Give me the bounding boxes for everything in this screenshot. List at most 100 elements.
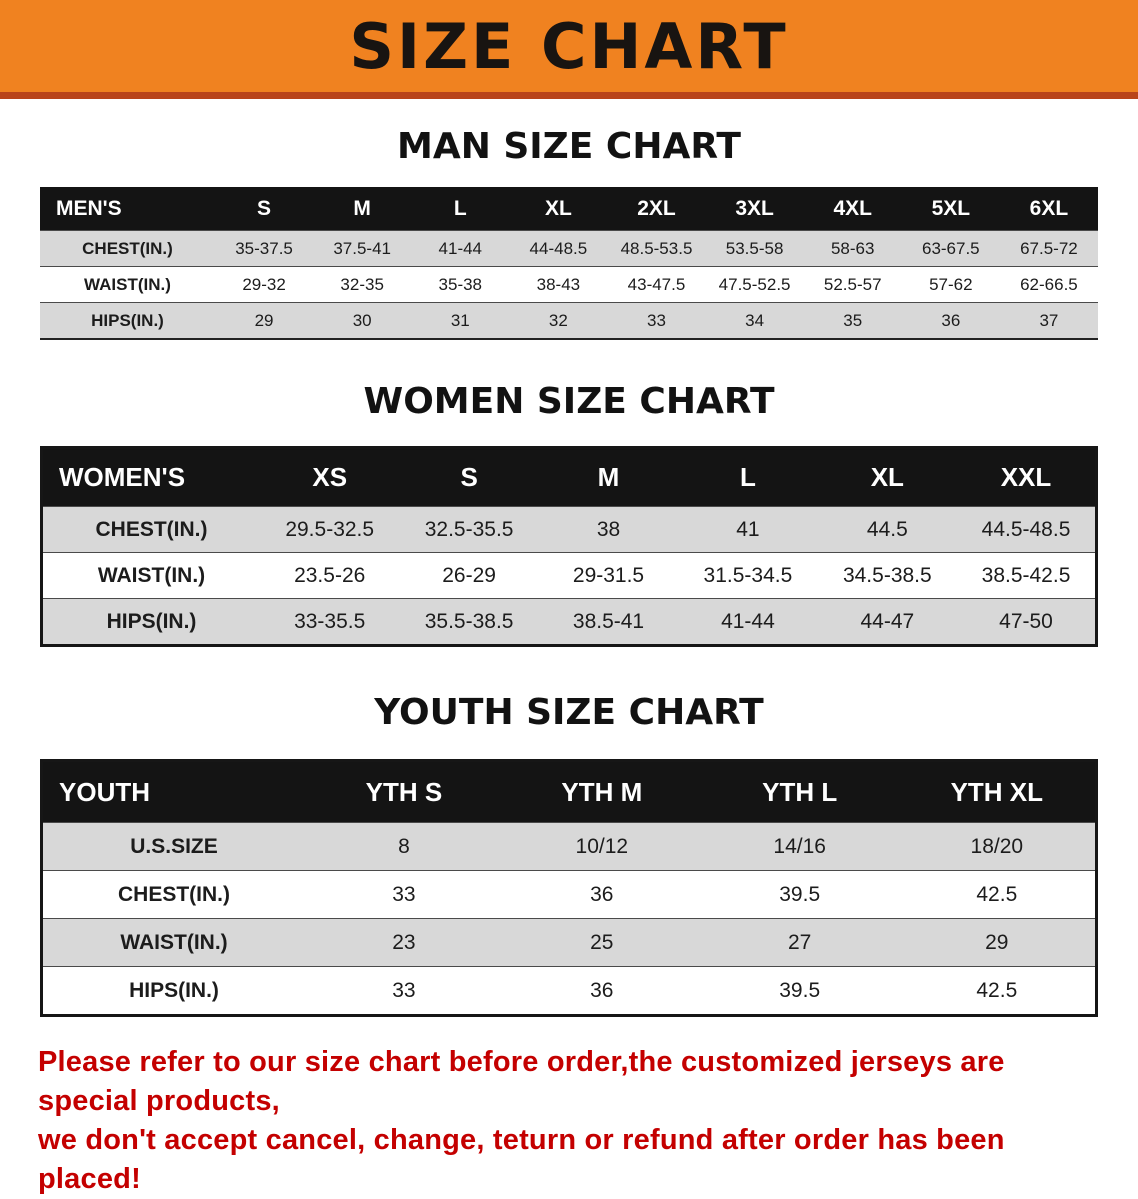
size-header-cell: 4XL <box>803 187 902 231</box>
value-cell: 36 <box>901 302 1000 339</box>
row-label-cell: WAIST(IN.) <box>41 918 305 967</box>
table-row: WAIST(IN.) 29-32 32-35 35-38 38-43 43-47.5 47.… <box>40 266 1098 303</box>
order-policy-line-2: we don't accept cancel, change, teturn o… <box>38 1124 1005 1195</box>
table-row: CHEST(IN.) 29.5-32.5 32.5-35.5 38 41 44.5 44.5… <box>41 506 1097 553</box>
size-header-cell: M <box>313 187 412 231</box>
value-cell: 41-44 <box>411 230 510 267</box>
value-cell: 67.5-72 <box>999 230 1098 267</box>
value-cell: 29 <box>215 302 314 339</box>
value-cell: 33-35.5 <box>260 598 400 646</box>
value-cell: 31 <box>411 302 510 339</box>
value-cell: 32.5-35.5 <box>399 506 539 553</box>
value-cell: 8 <box>305 822 503 871</box>
table-title-cell: YOUTH <box>41 760 305 823</box>
row-label-cell: CHEST(IN.) <box>40 230 215 267</box>
value-cell: 32 <box>509 302 608 339</box>
value-cell: 35-37.5 <box>215 230 314 267</box>
table-row: HIPS(IN.) 29 30 31 32 33 34 35 36 37 <box>40 302 1098 339</box>
size-header-cell: 3XL <box>705 187 804 231</box>
banner-title: SIZE CHART <box>349 9 789 83</box>
value-cell: 41-44 <box>678 598 818 646</box>
order-policy-line-1: Please refer to our size chart before or… <box>38 1046 1005 1117</box>
value-cell: 38-43 <box>509 266 608 303</box>
value-cell: 44.5-48.5 <box>957 506 1097 553</box>
value-cell: 42.5 <box>898 966 1097 1016</box>
size-header-cell: S <box>399 447 539 507</box>
size-header-cell: YTH S <box>305 760 503 823</box>
row-label-cell: U.S.SIZE <box>41 822 305 871</box>
value-cell: 57-62 <box>901 266 1000 303</box>
table-row: WAIST(IN.) 23 25 27 29 <box>41 918 1097 967</box>
table-row: HIPS(IN.) 33-35.5 35.5-38.5 38.5-41 41-44 44-… <box>41 598 1097 646</box>
table-row: WAIST(IN.) 23.5-26 26-29 29-31.5 31.5-34.5 34… <box>41 552 1097 599</box>
value-cell: 26-29 <box>399 552 539 599</box>
value-cell: 47-50 <box>957 598 1097 646</box>
value-cell: 33 <box>305 870 503 919</box>
row-label-cell: WAIST(IN.) <box>40 266 215 303</box>
value-cell: 44-48.5 <box>509 230 608 267</box>
row-label-cell: WAIST(IN.) <box>41 552 260 599</box>
value-cell: 36 <box>502 870 701 919</box>
value-cell: 29-31.5 <box>538 552 679 599</box>
size-header-cell: 6XL <box>999 187 1098 231</box>
table-title-cell: WOMEN'S <box>41 447 260 507</box>
value-cell: 36 <box>502 966 701 1016</box>
value-cell: 27 <box>700 918 899 967</box>
size-header-cell: YTH M <box>502 760 701 823</box>
value-cell: 38 <box>538 506 679 553</box>
value-cell: 47.5-52.5 <box>705 266 804 303</box>
row-label-cell: HIPS(IN.) <box>41 966 305 1016</box>
size-header-cell: YTH XL <box>898 760 1097 823</box>
size-header-cell: XL <box>509 187 608 231</box>
value-cell: 43-47.5 <box>607 266 706 303</box>
men-size-table: MEN'S S M L XL 2XL 3XL 4XL 5XL 6XL CHEST(IN.) 35-37… <box>40 187 1098 340</box>
value-cell: 53.5-58 <box>705 230 804 267</box>
value-cell: 25 <box>502 918 701 967</box>
value-cell: 29 <box>898 918 1097 967</box>
table-row: HIPS(IN.) 33 36 39.5 42.5 <box>41 966 1097 1016</box>
value-cell: 39.5 <box>700 870 899 919</box>
row-label-cell: HIPS(IN.) <box>41 598 260 646</box>
women-size-table: WOMEN'S XS S M L XL XXL CHEST(IN.) 29.5-32.5 32.5… <box>40 446 1098 647</box>
value-cell: 29.5-32.5 <box>260 506 400 553</box>
size-chart-banner: SIZE CHART <box>0 0 1138 99</box>
value-cell: 14/16 <box>700 822 899 871</box>
value-cell: 35 <box>803 302 902 339</box>
row-label-cell: HIPS(IN.) <box>40 302 215 339</box>
youth-size-table: YOUTH YTH S YTH M YTH L YTH XL U.S.SIZE 8 10/12… <box>40 759 1098 1017</box>
table-title-cell: MEN'S <box>40 187 215 231</box>
table-row: U.S.SIZE 8 10/12 14/16 18/20 <box>41 822 1097 871</box>
value-cell: 44.5 <box>817 506 958 553</box>
value-cell: 41 <box>678 506 818 553</box>
women-section-heading: WOMEN SIZE CHART <box>363 381 775 422</box>
size-header-cell: 2XL <box>607 187 706 231</box>
size-header-cell: 5XL <box>901 187 1000 231</box>
size-header-cell: XXL <box>957 447 1097 507</box>
table-row: CHEST(IN.) 33 36 39.5 42.5 <box>41 870 1097 919</box>
header-row: WOMEN'S XS S M L XL XXL <box>41 447 1097 507</box>
value-cell: 35-38 <box>411 266 510 303</box>
header-row: YOUTH YTH S YTH M YTH L YTH XL <box>41 760 1097 823</box>
value-cell: 48.5-53.5 <box>607 230 706 267</box>
men-size-section: MAN SIZE CHART MEN'S S M L XL 2XL 3XL 4XL 5XL 6XL… <box>0 125 1138 340</box>
size-header-cell: L <box>411 187 510 231</box>
value-cell: 39.5 <box>700 966 899 1016</box>
value-cell: 23.5-26 <box>260 552 400 599</box>
table-row: CHEST(IN.) 35-37.5 37.5-41 41-44 44-48.5 48.5… <box>40 230 1098 267</box>
women-size-section: WOMEN SIZE CHART WOMEN'S XS S M L XL XXL CHEST(… <box>0 380 1138 647</box>
value-cell: 52.5-57 <box>803 266 902 303</box>
value-cell: 44-47 <box>817 598 958 646</box>
value-cell: 33 <box>305 966 503 1016</box>
value-cell: 35.5-38.5 <box>399 598 539 646</box>
value-cell: 32-35 <box>313 266 412 303</box>
size-header-cell: XL <box>817 447 958 507</box>
order-policy-notice: Please refer to our size chart before or… <box>38 1043 1100 1199</box>
value-cell: 38.5-42.5 <box>957 552 1097 599</box>
row-label-cell: CHEST(IN.) <box>41 870 305 919</box>
value-cell: 23 <box>305 918 503 967</box>
value-cell: 37.5-41 <box>313 230 412 267</box>
row-label-cell: CHEST(IN.) <box>41 506 260 553</box>
value-cell: 18/20 <box>898 822 1097 871</box>
value-cell: 34.5-38.5 <box>817 552 958 599</box>
value-cell: 58-63 <box>803 230 902 267</box>
